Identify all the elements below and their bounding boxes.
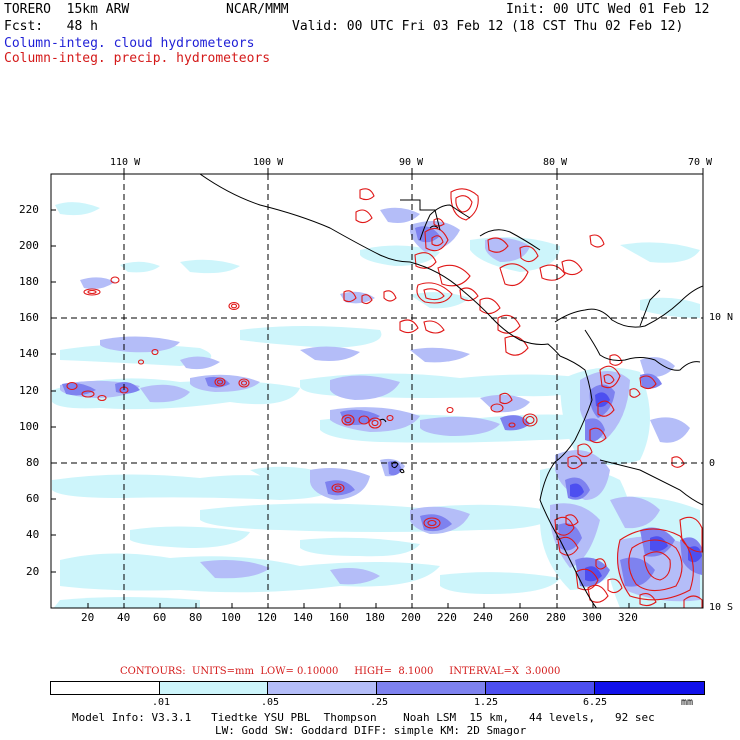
model-title: TORERO 15km ARW <box>4 2 130 17</box>
colorbar-bin <box>51 682 160 694</box>
colorbar <box>50 681 705 695</box>
x-tick-label: 160 <box>329 611 349 624</box>
x-tick-label: 120 <box>257 611 277 624</box>
field-label-precip: Column-integ. precip. hydrometeors <box>4 51 271 66</box>
lat-label-10s: 10 S <box>709 602 734 613</box>
y-tick-label: 80 <box>26 456 40 469</box>
init-time: Init: 00 UTC Wed 01 Feb 12 <box>506 2 710 17</box>
y-tick-label: 200 <box>19 239 39 252</box>
latlon-grid <box>51 174 703 608</box>
x-tick-label: 140 <box>293 611 313 624</box>
colorbar-label: .05 <box>261 697 280 708</box>
y-tick-label: 20 <box>26 565 40 578</box>
x-tick-label: 200 <box>401 611 421 624</box>
x-tick-label: 320 <box>618 611 638 624</box>
x-tick-label: 280 <box>546 611 566 624</box>
x-tick-label: 40 <box>117 611 131 624</box>
y-tick-label: 100 <box>19 420 39 433</box>
lat-label-0: 0 <box>709 458 716 469</box>
lon-label-100w: 100 W <box>253 157 284 168</box>
y-tick-label: 220 <box>19 203 39 216</box>
coastlines <box>199 174 703 608</box>
y-tick-label: 120 <box>19 384 39 397</box>
shaded-field <box>52 188 703 608</box>
model-info-line2: LW: Godd SW: Goddard DIFF: simple KM: 2D… <box>215 724 527 737</box>
y-tick-label: 140 <box>19 347 39 360</box>
lon-label-80w: 80 W <box>543 157 568 168</box>
y-tick-label: 40 <box>26 528 40 541</box>
field-label-cloud: Column-integ. cloud hydrometeors <box>4 36 255 51</box>
lon-label-70w: 70 W <box>688 157 713 168</box>
lon-label-90w: 90 W <box>399 157 424 168</box>
model-info-line1: Model Info: V3.3.1 Tiedtke YSU PBL Thomp… <box>72 711 655 724</box>
lat-label-10n: 10 N <box>709 312 734 323</box>
colorbar-label: .25 <box>370 697 389 708</box>
axis-ticks <box>51 168 704 608</box>
y-tick-label: 60 <box>26 492 40 505</box>
colorbar-bin <box>160 682 268 694</box>
y-tick-label: 180 <box>19 275 39 288</box>
contour-info: CONTOURS: UNITS=mm LOW= 0.10000 HIGH= 8.… <box>120 666 561 677</box>
x-tick-label: 240 <box>473 611 493 624</box>
colorbar-bin <box>486 682 595 694</box>
x-tick-label: 300 <box>582 611 602 624</box>
x-tick-label: 60 <box>153 611 167 624</box>
colorbar-label: 6.25 <box>583 697 608 708</box>
x-tick-label: 80 <box>189 611 203 624</box>
colorbar-bin <box>595 682 704 694</box>
y-tick-label: 160 <box>19 311 39 324</box>
x-tick-label: 20 <box>81 611 95 624</box>
colorbar-bin <box>377 682 486 694</box>
lon-label-110w: 110 W <box>110 157 141 168</box>
x-tick-label: 100 <box>221 611 241 624</box>
x-tick-label: 220 <box>437 611 457 624</box>
colorbar-bin <box>268 682 377 694</box>
x-tick-label: 180 <box>365 611 385 624</box>
colorbar-label: .01 <box>152 697 171 708</box>
forecast-hour: Fcst: 48 h <box>4 19 98 34</box>
org-label: NCAR/MMM <box>226 2 289 17</box>
x-tick-label: 260 <box>509 611 529 624</box>
colorbar-unit: mm <box>681 697 694 708</box>
colorbar-label: 1.25 <box>474 697 499 708</box>
valid-time: Valid: 00 UTC Fri 03 Feb 12 (18 CST Thu … <box>292 19 684 34</box>
